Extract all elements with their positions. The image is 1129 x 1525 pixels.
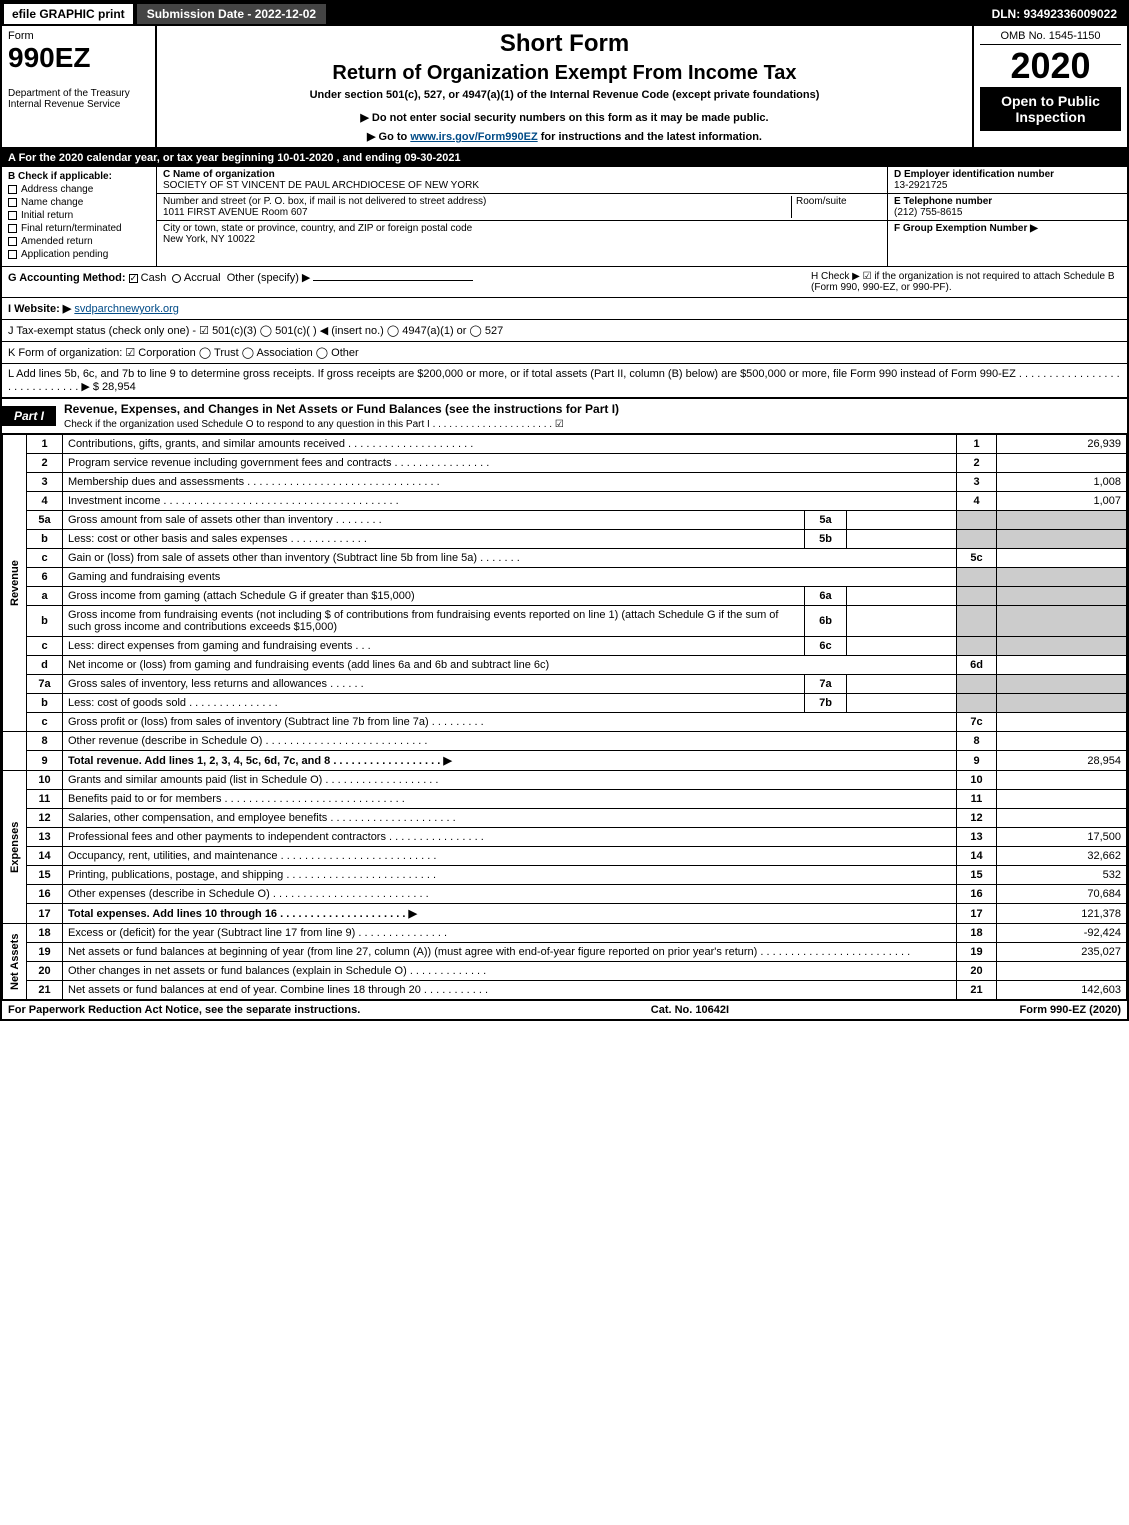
addr-label: Number and street (or P. O. box, if mail… [163,196,486,207]
line-j: J Tax-exempt status (check only one) - ☑… [2,320,1127,342]
footer-left: For Paperwork Reduction Act Notice, see … [8,1004,360,1016]
table-row: 2 Program service revenue including gove… [3,454,1127,473]
f-label: F Group Exemption Number ▶ [894,223,1038,234]
footer: For Paperwork Reduction Act Notice, see … [2,1000,1127,1019]
city-label: City or town, state or province, country… [163,223,472,234]
part-i-title: Revenue, Expenses, and Changes in Net As… [56,399,1127,433]
section-b-c-d: B Check if applicable: Address change Na… [2,167,1127,267]
table-row: 5a Gross amount from sale of assets othe… [3,511,1127,530]
org-name: SOCIETY OF ST VINCENT DE PAUL ARCHDIOCES… [163,180,479,191]
irs-link[interactable]: www.irs.gov/Form990EZ [410,131,537,143]
table-row: 4 Investment income . . . . . . . . . . … [3,492,1127,511]
table-row: c Gain or (loss) from sale of assets oth… [3,549,1127,568]
table-row: d Net income or (loss) from gaming and f… [3,656,1127,675]
table-row: 12 Salaries, other compensation, and emp… [3,809,1127,828]
table-row: Revenue 1 Contributions, gifts, grants, … [3,435,1127,454]
table-row: 21 Net assets or fund balances at end of… [3,981,1127,1000]
table-row: 8 Other revenue (describe in Schedule O)… [3,732,1127,751]
sidelabel-expenses: Expenses [3,771,27,924]
table-row: Net Assets 18 Excess or (deficit) for th… [3,924,1127,943]
table-row: b Less: cost of goods sold . . . . . . .… [3,694,1127,713]
open-to-public: Open to Public Inspection [980,87,1121,131]
short-form-title: Short Form [163,30,966,58]
table-row: 20 Other changes in net assets or fund b… [3,962,1127,981]
table-row: 14 Occupancy, rent, utilities, and maint… [3,847,1127,866]
footer-mid: Cat. No. 10642I [651,1004,729,1016]
radio-accrual[interactable] [172,274,181,283]
part-i-header: Part I Revenue, Expenses, and Changes in… [2,398,1127,434]
check-final-return[interactable]: Final return/terminated [8,223,150,234]
website-link[interactable]: svdparchnewyork.org [74,303,179,315]
sidelabel-revenue: Revenue [3,435,27,732]
dept-treasury: Department of the Treasury [8,88,149,99]
form-container: efile GRAPHIC print Submission Date - 20… [0,0,1129,1021]
table-row: 16 Other expenses (describe in Schedule … [3,885,1127,904]
table-row: b Gross income from fundraising events (… [3,606,1127,637]
d-label: D Employer identification number [894,169,1054,180]
table-row: 17 Total expenses. Add lines 10 through … [3,904,1127,924]
form-word: Form [8,30,149,42]
table-row: c Less: direct expenses from gaming and … [3,637,1127,656]
city-value: New York, NY 10022 [163,234,255,245]
table-row: 15 Printing, publications, postage, and … [3,866,1127,885]
table-row: b Less: cost or other basis and sales ex… [3,530,1127,549]
section-b-label: B Check if applicable: [8,171,150,182]
table-row: 9 Total revenue. Add lines 1, 2, 3, 4, 5… [3,751,1127,771]
table-row: 19 Net assets or fund balances at beginn… [3,943,1127,962]
check-amended-return[interactable]: Amended return [8,236,150,247]
header-left: Form 990EZ Department of the Treasury In… [2,26,157,147]
note-goto: ▶ Go to www.irs.gov/Form990EZ for instru… [163,130,966,143]
header-right: OMB No. 1545-1150 2020 Open to Public In… [972,26,1127,147]
submission-date: Submission Date - 2022-12-02 [137,4,326,24]
omb-number: OMB No. 1545-1150 [980,30,1121,45]
efile-print-label[interactable]: efile GRAPHIC print [4,4,133,24]
line-h: H Check ▶ ☑ if the organization is not r… [811,271,1121,293]
dept-irs: Internal Revenue Service [8,99,149,110]
header: Form 990EZ Department of the Treasury In… [2,26,1127,149]
part-i-label: Part I [2,406,56,426]
line-a: A For the 2020 calendar year, or tax yea… [2,149,1127,167]
sidelabel-netassets: Net Assets [3,924,27,1000]
table-row: c Gross profit or (loss) from sales of i… [3,713,1127,732]
ein-value: 13-2921725 [894,180,947,191]
check-application-pending[interactable]: Application pending [8,249,150,260]
check-cash[interactable] [129,274,138,283]
table-row: 7a Gross sales of inventory, less return… [3,675,1127,694]
topbar: efile GRAPHIC print Submission Date - 20… [2,2,1127,26]
check-name-change[interactable]: Name change [8,197,150,208]
table-row: 11 Benefits paid to or for members . . .… [3,790,1127,809]
line-g-h: G Accounting Method: Cash Accrual Other … [2,267,1127,298]
line-l: L Add lines 5b, 6c, and 7b to line 9 to … [2,364,1127,398]
section-b: B Check if applicable: Address change Na… [2,167,157,266]
note-ssn: ▶ Do not enter social security numbers o… [163,111,966,124]
line-g: G Accounting Method: Cash Accrual Other … [8,271,811,293]
line-i: I Website: ▶ svdparchnewyork.org [2,298,1127,320]
form-number: 990EZ [8,42,149,74]
subtitle: Under section 501(c), 527, or 4947(a)(1)… [163,89,966,101]
addr-value: 1011 FIRST AVENUE Room 607 [163,207,308,218]
main-title: Return of Organization Exempt From Incom… [163,62,966,85]
check-address-change[interactable]: Address change [8,184,150,195]
room-label: Room/suite [796,196,847,207]
table-row: Expenses 10 Grants and similar amounts p… [3,771,1127,790]
footer-right: Form 990-EZ (2020) [1020,1004,1121,1016]
header-center: Short Form Return of Organization Exempt… [157,26,972,147]
table-row: a Gross income from gaming (attach Sched… [3,587,1127,606]
tax-year: 2020 [980,45,1121,87]
part-i-table: Revenue 1 Contributions, gifts, grants, … [2,434,1127,1000]
table-row: 6 Gaming and fundraising events [3,568,1127,587]
table-row: 3 Membership dues and assessments . . . … [3,473,1127,492]
phone-value: (212) 755-8615 [894,207,962,218]
table-row: 13 Professional fees and other payments … [3,828,1127,847]
e-label: E Telephone number [894,196,992,207]
check-initial-return[interactable]: Initial return [8,210,150,221]
section-d-e-f: D Employer identification number 13-2921… [887,167,1127,266]
line-k: K Form of organization: ☑ Corporation ◯ … [2,342,1127,364]
section-c: C Name of organization SOCIETY OF ST VIN… [157,167,887,266]
c-label: C Name of organization [163,169,275,180]
dln: DLN: 93492336009022 [984,4,1125,24]
